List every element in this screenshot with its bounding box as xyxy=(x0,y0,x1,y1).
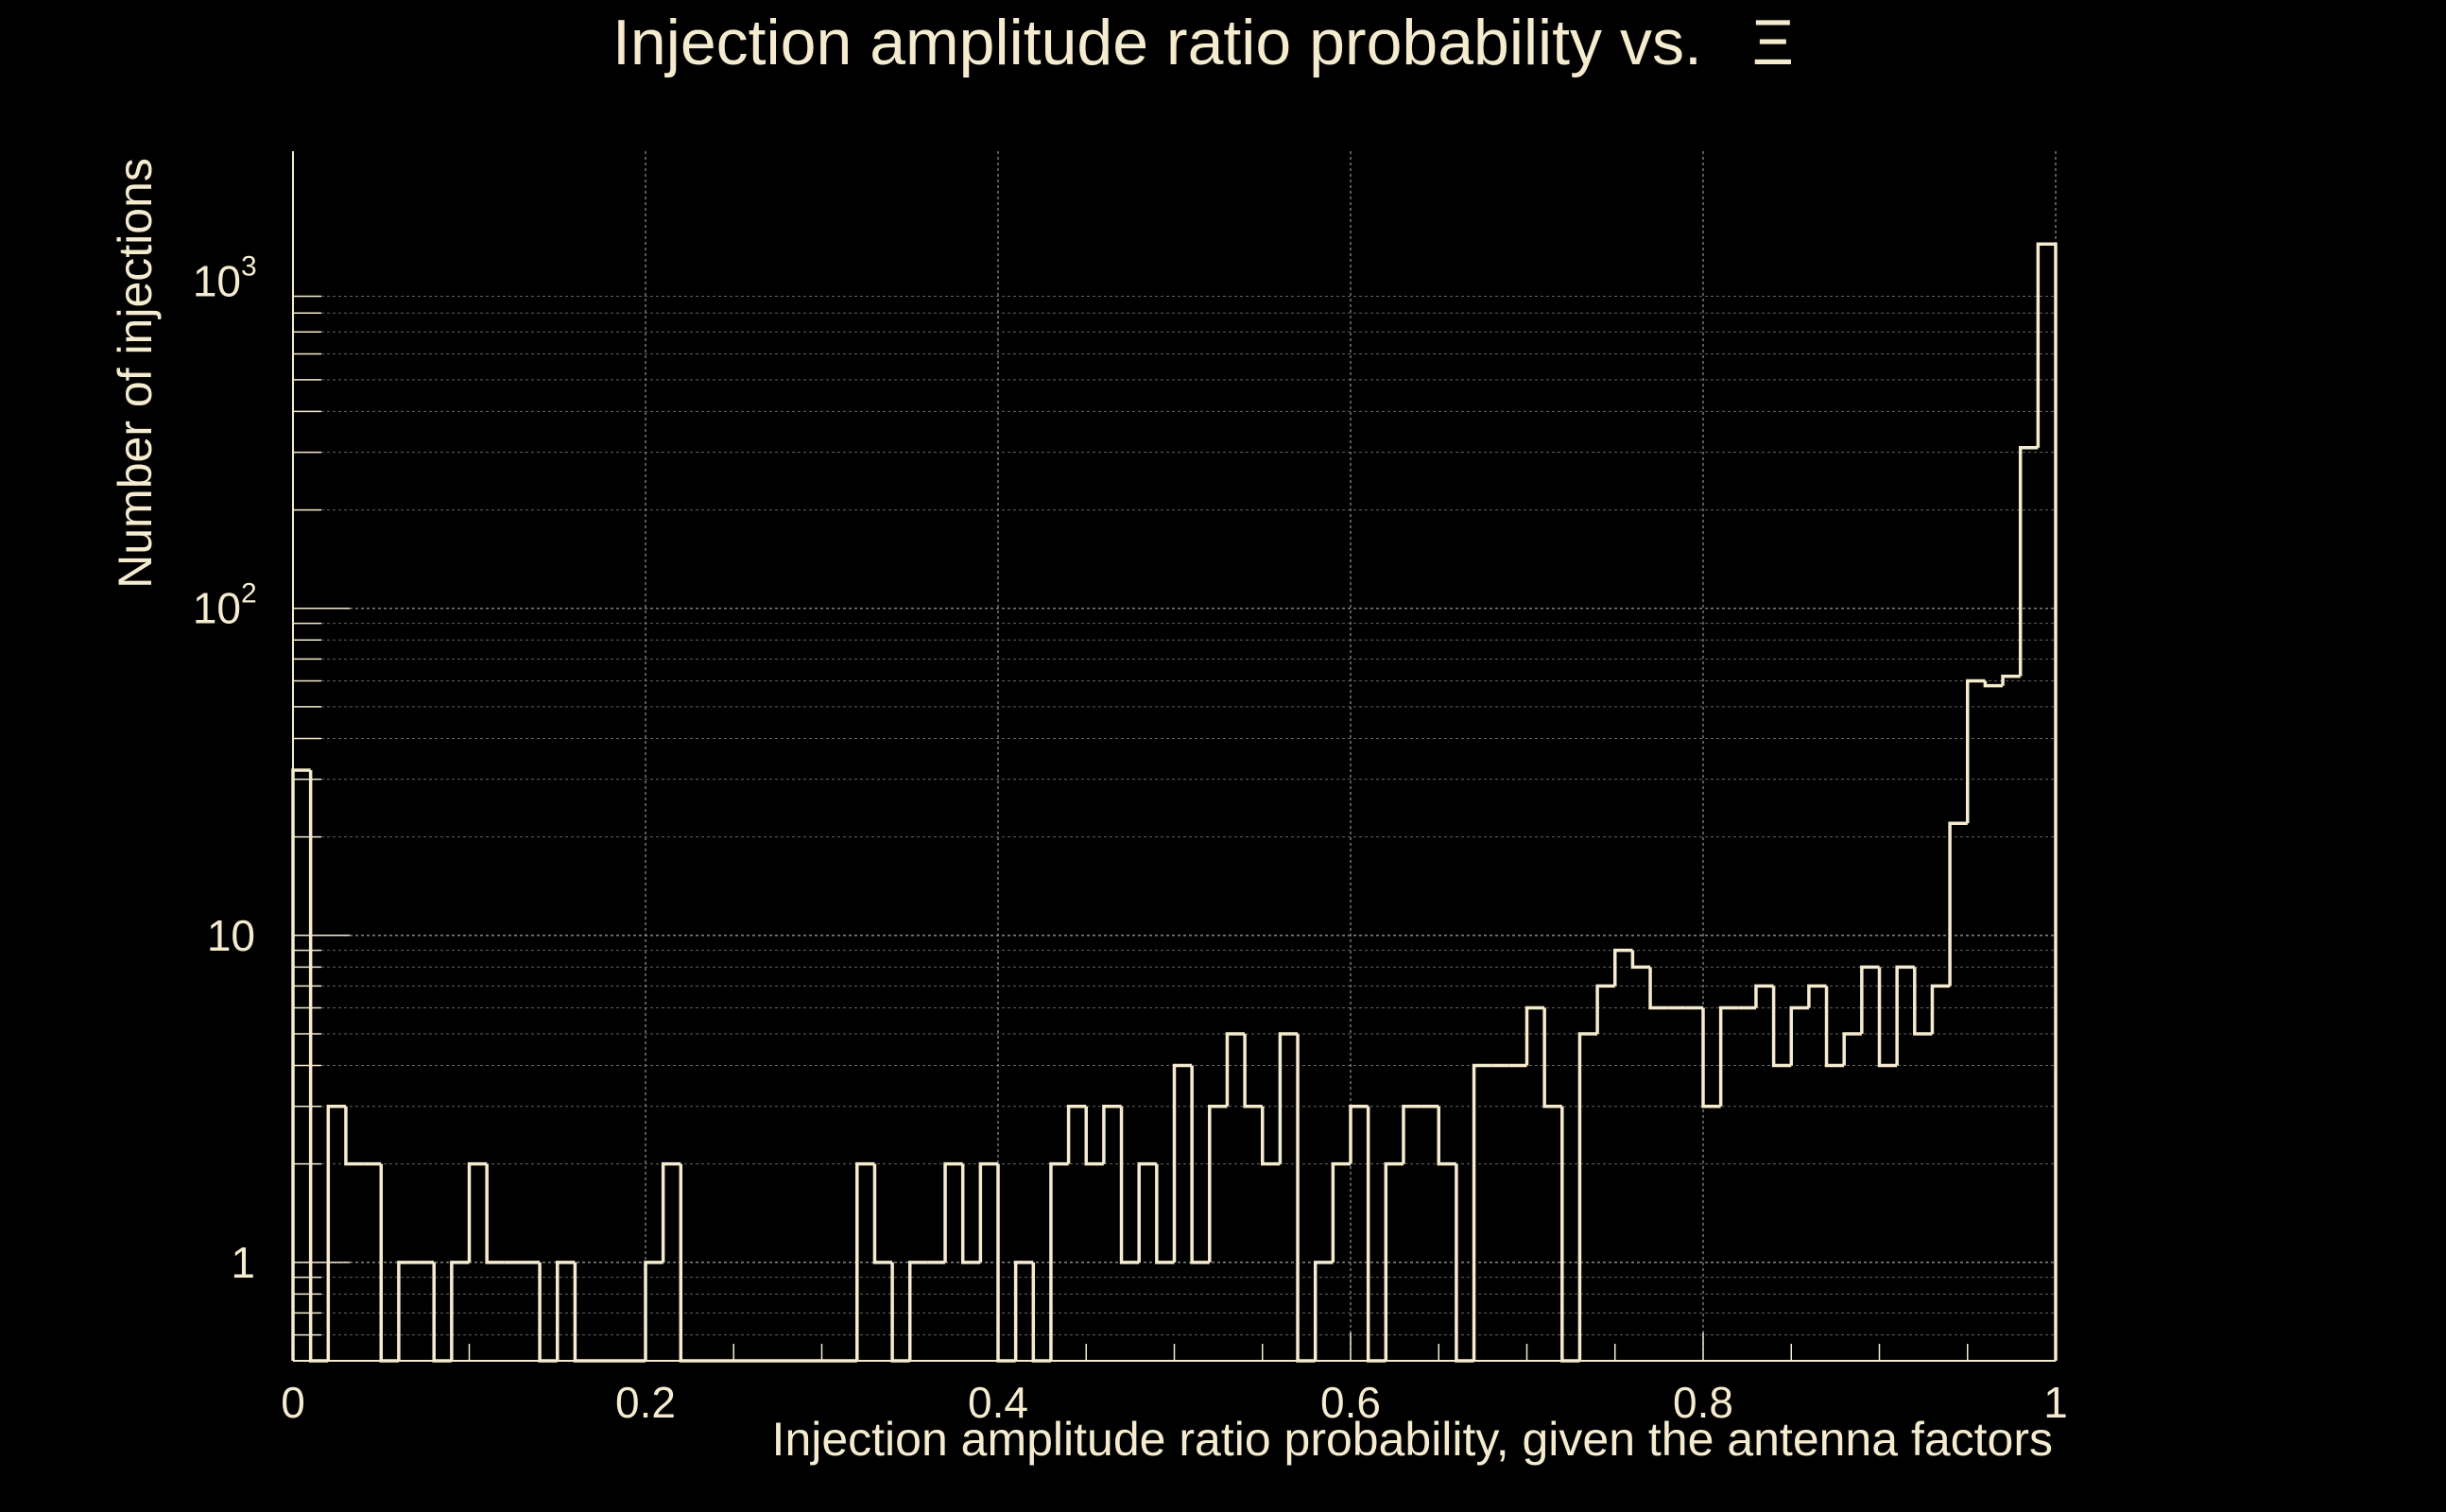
chart-title: Injection amplitude ratio probability vs… xyxy=(612,7,1794,78)
histogram-bin xyxy=(1930,984,1951,1034)
histogram-bin xyxy=(978,1161,998,1263)
histogram-bin xyxy=(1472,1063,1492,1361)
histogram-bin xyxy=(1701,1007,1721,1108)
y-tick-exponent: 2 xyxy=(241,578,257,610)
histogram-bin xyxy=(644,1261,663,1361)
x-tick-label: 0.6 xyxy=(1320,1378,1381,1427)
histogram-bin xyxy=(1577,1032,1598,1361)
histogram-bin xyxy=(1049,1161,1069,1361)
histogram-bin xyxy=(344,1106,364,1166)
histogram-bin xyxy=(1718,1005,1739,1107)
histogram-bin xyxy=(1013,1261,1034,1361)
y-tick-label: 1 xyxy=(231,1238,255,1287)
histogram-bin xyxy=(379,1163,399,1363)
histogram-bin xyxy=(397,1261,417,1361)
histogram-bin xyxy=(908,1261,928,1361)
histogram-bin xyxy=(1966,679,1986,824)
histogram-bin xyxy=(308,769,329,1363)
histogram-bin xyxy=(1296,1033,1316,1363)
histogram-bin xyxy=(1331,1161,1351,1263)
histogram-bin xyxy=(1102,1104,1122,1164)
histogram-bin xyxy=(1630,950,1651,970)
histogram-bin xyxy=(450,1261,470,1361)
histogram-bin xyxy=(1983,680,2004,688)
histogram-bin xyxy=(1824,986,1845,1068)
histogram-bin xyxy=(1119,1106,1140,1264)
histogram-bin xyxy=(1084,1106,1104,1166)
chart-title-symbol: Ξ xyxy=(1752,7,1794,78)
x-axis-label: Injection amplitude ratio probability, g… xyxy=(772,1413,2053,1466)
histogram-bin xyxy=(1261,1106,1281,1166)
histogram-bin xyxy=(2036,242,2058,1361)
histogram-bin xyxy=(1560,1106,1580,1363)
series-layer xyxy=(291,242,2058,1363)
histogram-bin xyxy=(485,1163,505,1264)
histogram-bin xyxy=(1807,984,1827,1008)
histogram-bin xyxy=(1595,984,1615,1034)
histogram-bin xyxy=(556,1261,576,1361)
y-tick-label: 10 xyxy=(193,257,241,306)
histogram-bin xyxy=(1437,1106,1456,1166)
histogram-bin xyxy=(1402,1104,1421,1164)
histogram-bin xyxy=(855,1161,875,1361)
histogram-bin xyxy=(1278,1032,1299,1164)
histogram-bin xyxy=(1771,986,1792,1068)
histogram-bin xyxy=(1754,984,1774,1008)
histogram-bin xyxy=(943,1161,963,1263)
histogram-bin xyxy=(1066,1104,1087,1164)
histogram-bin xyxy=(1613,948,1633,987)
histogram-bin xyxy=(872,1163,893,1264)
histogram-bin xyxy=(661,1161,681,1263)
histogram-bin xyxy=(1225,1032,1246,1107)
histogram-bin xyxy=(1455,1163,1474,1363)
histogram-bin xyxy=(1349,1104,1369,1164)
histogram-bin xyxy=(679,1163,698,1363)
histogram-bin xyxy=(1172,1063,1193,1263)
histogram-bin xyxy=(1524,1005,1545,1066)
histogram-bin xyxy=(1877,967,1898,1068)
y-tick-label: 10 xyxy=(193,584,241,633)
histogram-bin xyxy=(1842,1032,1862,1066)
histogram-bin xyxy=(1860,965,1880,1034)
histogram-bin xyxy=(1137,1161,1157,1263)
histogram-bin xyxy=(1313,1261,1334,1361)
histogram-bin xyxy=(1789,1005,1809,1066)
histogram-bin xyxy=(1155,1163,1175,1264)
histogram-bin xyxy=(1384,1161,1404,1361)
histogram-bin xyxy=(890,1262,910,1363)
histogram-bin xyxy=(960,1163,981,1264)
histogram-bin xyxy=(2001,674,2021,686)
histogram-bin xyxy=(1366,1106,1387,1363)
histogram-bin xyxy=(1190,1065,1210,1264)
y-axis-label: Number of injections xyxy=(109,158,162,589)
grid-layer xyxy=(292,151,2057,1362)
histogram-bin xyxy=(1542,1007,1562,1108)
histogram-bin xyxy=(996,1163,1016,1363)
x-tick-label: 0 xyxy=(281,1378,305,1427)
histogram-bin xyxy=(467,1161,488,1263)
histogram-bin xyxy=(432,1262,452,1363)
histogram-bin xyxy=(573,1262,594,1363)
x-tick-label: 0.8 xyxy=(1673,1378,1733,1427)
histogram-bin xyxy=(2018,445,2039,677)
histogram-bin xyxy=(1648,967,1668,1010)
histogram-bin xyxy=(1948,821,1968,987)
histogram-bin xyxy=(1913,967,1933,1036)
y-tick-label: 10 xyxy=(207,911,255,960)
chart-title-text: Injection amplitude ratio probability vs… xyxy=(612,7,1702,78)
histogram-bin xyxy=(291,768,311,1361)
x-tick-label: 0.2 xyxy=(615,1378,676,1427)
x-tick-label: 1 xyxy=(2043,1378,2068,1427)
histogram-bin xyxy=(1208,1104,1228,1263)
histogram-bin xyxy=(1895,965,1915,1066)
histogram-bin xyxy=(538,1262,558,1363)
x-tick-label: 0.4 xyxy=(968,1378,1028,1427)
histogram-bin xyxy=(1031,1262,1051,1363)
y-tick-exponent: 3 xyxy=(241,251,257,283)
histogram-bin xyxy=(1243,1033,1263,1108)
histogram-bin xyxy=(326,1104,346,1361)
